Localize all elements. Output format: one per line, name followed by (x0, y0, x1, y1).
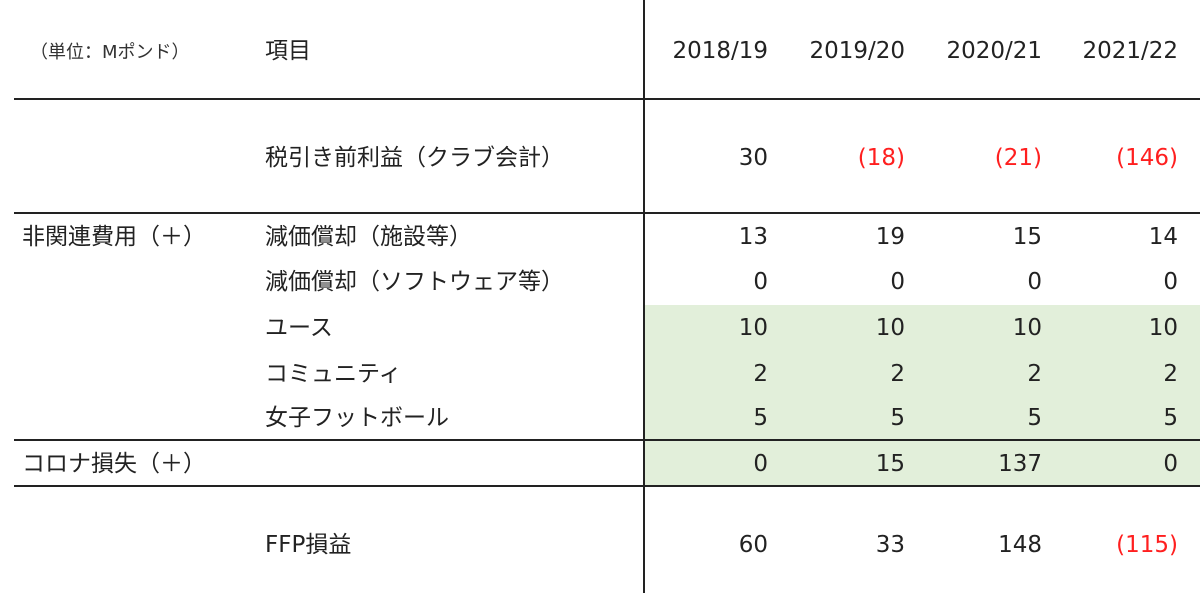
value-cell: 5 (890, 405, 905, 431)
row-label-community: コミュニティ (265, 361, 402, 387)
year-header: 2019/20 (809, 38, 905, 64)
section-divider-2 (14, 439, 1200, 441)
value-cell: 0 (1163, 451, 1178, 477)
value-cell: (18) (857, 145, 905, 171)
value-cell: 2 (753, 361, 768, 387)
value-cell: 0 (753, 451, 768, 477)
value-cell: (21) (994, 145, 1042, 171)
value-cell: 5 (1163, 405, 1178, 431)
value-cell: 19 (875, 224, 905, 250)
value-cell: 0 (1163, 269, 1178, 295)
row-label-womens-football: 女子フットボール (265, 405, 449, 431)
value-cell: 0 (1027, 269, 1042, 295)
value-cell: 137 (998, 451, 1042, 477)
header-divider (14, 98, 1200, 100)
value-cell: (115) (1116, 532, 1178, 558)
value-cell: 5 (753, 405, 768, 431)
value-cell: 2 (1163, 361, 1178, 387)
row-label-depreciation-facilities: 減価償却（施設等） (265, 224, 472, 250)
year-header: 2021/22 (1082, 38, 1178, 64)
value-cell: 14 (1148, 224, 1178, 250)
row-label-youth: ユース (265, 315, 333, 341)
item-header: 項目 (265, 38, 311, 64)
column-divider (643, 0, 645, 593)
section-divider-3 (14, 485, 1200, 487)
value-cell: 148 (998, 532, 1042, 558)
value-cell: 10 (1012, 315, 1042, 341)
value-cell: 2 (1027, 361, 1042, 387)
value-cell: 30 (738, 145, 768, 171)
section-divider-1 (14, 212, 1200, 214)
group-label-non-related-costs: 非関連費用（＋） (22, 224, 206, 250)
unit-label: （単位：Mポンド） (30, 42, 190, 63)
value-cell: 10 (1148, 315, 1178, 341)
row-label-pretax-profit: 税引き前利益（クラブ会計） (265, 145, 564, 171)
value-cell: 0 (753, 269, 768, 295)
value-cell: 15 (1012, 224, 1042, 250)
value-cell: 10 (875, 315, 905, 341)
row-label-depreciation-software: 減価償却（ソフトウェア等） (265, 269, 564, 295)
year-header: 2020/21 (946, 38, 1042, 64)
row-label-ffp-profit-loss: FFP損益 (265, 532, 352, 558)
value-cell: 15 (875, 451, 905, 477)
value-cell: 33 (875, 532, 905, 558)
value-cell: 13 (738, 224, 768, 250)
highlight-block (645, 305, 1200, 486)
value-cell: 60 (738, 532, 768, 558)
value-cell: 0 (890, 269, 905, 295)
year-header: 2018/19 (672, 38, 768, 64)
value-cell: 10 (738, 315, 768, 341)
value-cell: 5 (1027, 405, 1042, 431)
group-label-covid-loss: コロナ損失（＋） (22, 451, 206, 477)
value-cell: (146) (1116, 145, 1178, 171)
value-cell: 2 (890, 361, 905, 387)
